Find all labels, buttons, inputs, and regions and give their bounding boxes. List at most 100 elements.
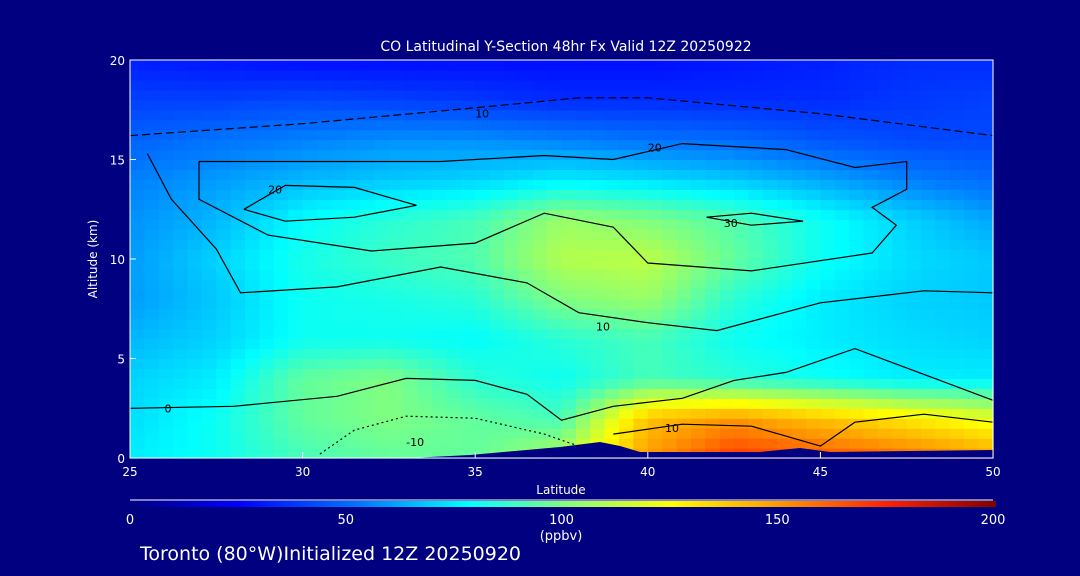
- heatmap-cell: [662, 368, 678, 379]
- heatmap-cell: [748, 209, 764, 220]
- heatmap-cell: [877, 229, 893, 240]
- heatmap-cell: [259, 428, 275, 439]
- heatmap-cell: [949, 189, 965, 200]
- heatmap-cell: [690, 368, 706, 379]
- heatmap-cell: [834, 99, 850, 111]
- heatmap-cell: [503, 139, 519, 151]
- heatmap-cell: [705, 89, 721, 101]
- heatmap-cell: [719, 278, 735, 290]
- heatmap-cell: [777, 428, 793, 439]
- heatmap-cell: [360, 179, 376, 190]
- heatmap-cell: [748, 89, 764, 101]
- heatmap-cell: [575, 398, 591, 409]
- heatmap-cell: [388, 179, 404, 190]
- heatmap-cell: [245, 298, 261, 310]
- heatmap-cell: [201, 169, 217, 180]
- heatmap-cell: [806, 209, 821, 220]
- heatmap-cell: [503, 169, 519, 180]
- heatmap-cell: [518, 60, 534, 71]
- heatmap-cell: [547, 239, 563, 250]
- heatmap-cell: [705, 318, 721, 330]
- heatmap-cell: [935, 60, 951, 71]
- heatmap-cell: [762, 249, 778, 260]
- heatmap-cell: [144, 388, 160, 399]
- heatmap-cell: [863, 358, 879, 370]
- heatmap-cell: [719, 428, 735, 439]
- heatmap-cell: [259, 199, 275, 210]
- heatmap-cell: [446, 259, 462, 270]
- heatmap-cell: [302, 298, 318, 310]
- heatmap-cell: [935, 99, 951, 111]
- heatmap-cell: [561, 109, 577, 121]
- heatmap-cell: [561, 298, 577, 310]
- heatmap-cell: [460, 398, 476, 409]
- heatmap-cell: [849, 139, 865, 151]
- heatmap-cell: [647, 348, 663, 360]
- heatmap-cell: [662, 69, 678, 81]
- heatmap-cell: [762, 229, 778, 240]
- heatmap-cell: [316, 448, 332, 459]
- heatmap-cell: [173, 388, 189, 399]
- heatmap-cell: [475, 368, 491, 379]
- heatmap-cell: [388, 159, 404, 171]
- heatmap-cell: [331, 179, 347, 190]
- heatmap-cell: [230, 338, 246, 350]
- heatmap-cell: [417, 259, 433, 270]
- heatmap-cell: [734, 60, 750, 71]
- heatmap-cell: [503, 348, 519, 360]
- x-tick-label: 40: [640, 465, 655, 479]
- heatmap-cell: [935, 179, 951, 190]
- heatmap-cell: [173, 209, 189, 220]
- heatmap-cell: [892, 239, 908, 250]
- heatmap-cell: [403, 448, 419, 459]
- heatmap-cell: [719, 189, 735, 200]
- heatmap-cell: [863, 189, 879, 200]
- heatmap-cell: [604, 199, 620, 210]
- heatmap-cell: [331, 318, 347, 330]
- heatmap-cell: [978, 69, 994, 81]
- contour-line: [706, 212, 804, 226]
- heatmap-cell: [777, 328, 793, 340]
- heatmap-cell: [216, 328, 232, 340]
- heatmap-cell: [719, 348, 735, 360]
- contour-line: [198, 142, 908, 272]
- heatmap-cell: [432, 428, 448, 439]
- heatmap-cell: [662, 239, 678, 250]
- heatmap-cell: [403, 89, 419, 101]
- heatmap-cell: [719, 239, 735, 250]
- heatmap-cell: [245, 89, 261, 101]
- heatmap-cell: [834, 438, 850, 449]
- heatmap-cell: [575, 239, 591, 250]
- heatmap-cell: [906, 89, 922, 101]
- heatmap-cell: [503, 209, 519, 220]
- heatmap-cell: [360, 388, 376, 399]
- heatmap-cell: [604, 298, 620, 310]
- heatmap-cell: [345, 308, 361, 320]
- heatmap-cell: [777, 278, 793, 290]
- heatmap-cell: [503, 249, 519, 260]
- heatmap-cell: [978, 149, 994, 161]
- heatmap-cell: [273, 219, 289, 230]
- heatmap-cell: [791, 368, 807, 379]
- heatmap-cell: [302, 109, 318, 121]
- heatmap-cell: [288, 448, 304, 459]
- heatmap-cell: [316, 139, 332, 151]
- heatmap-cell: [230, 438, 246, 449]
- heatmap-cell: [777, 438, 793, 449]
- heatmap-cell: [158, 308, 174, 320]
- heatmap-cell: [834, 398, 850, 409]
- heatmap-cell: [446, 378, 462, 389]
- heatmap-cell: [791, 288, 807, 300]
- heatmap-cell: [633, 199, 649, 210]
- heatmap-cell: [173, 99, 189, 111]
- heatmap-cell: [820, 328, 836, 340]
- x-axis: 25 30 35 40 45 50: [122, 452, 1001, 479]
- heatmap-cell: [360, 149, 376, 161]
- heatmap-cell: [748, 159, 764, 171]
- heatmap-cell: [604, 318, 620, 330]
- heatmap-cell: [201, 259, 217, 270]
- heatmap-cell: [158, 179, 174, 190]
- heatmap-cell: [762, 438, 778, 449]
- heatmap-cell: [762, 189, 778, 200]
- heatmap-cell: [590, 89, 606, 101]
